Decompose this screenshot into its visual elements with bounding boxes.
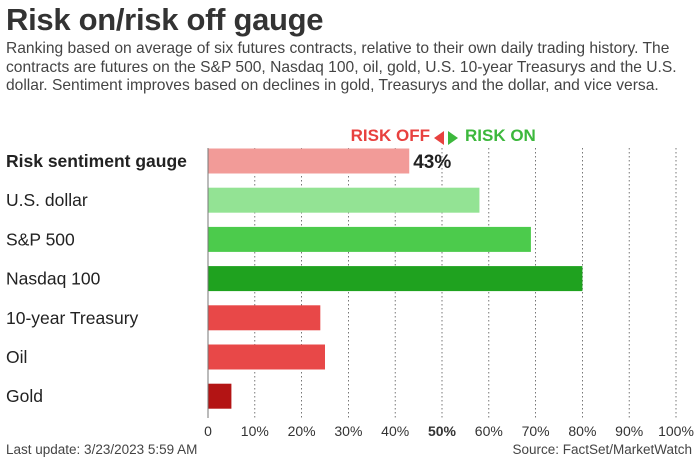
chart-subtitle: Ranking based on average of six futures … [6, 40, 677, 95]
risk-on-arrow-icon [448, 131, 458, 145]
chart-title: Risk on/risk off gauge [6, 2, 324, 37]
category-label: Risk sentiment gauge [6, 151, 187, 171]
x-tick-label: 30% [334, 423, 362, 439]
last-update: Last update: 3/23/2023 5:59 AM [6, 442, 198, 457]
x-tick-label: 60% [475, 423, 503, 439]
value-label: 43% [413, 152, 451, 173]
x-tick-label: 80% [568, 423, 596, 439]
bar [208, 305, 321, 331]
category-label: Gold [6, 386, 43, 406]
x-tick-label: 100% [658, 423, 694, 439]
bar [208, 187, 480, 213]
category-label: Oil [6, 347, 27, 367]
bar [208, 344, 325, 370]
category-label: S&P 500 [6, 229, 75, 249]
x-tick-label: 10% [241, 423, 269, 439]
category-label: 10-year Treasury [6, 308, 139, 328]
x-tick-label: 90% [615, 423, 643, 439]
x-tick-label: 70% [522, 423, 550, 439]
risk-on-label: RISK ON [465, 126, 536, 145]
x-tick-label: 0 [204, 423, 212, 439]
x-tick-label: 20% [288, 423, 316, 439]
risk-off-arrow-icon [434, 131, 444, 145]
x-tick-label: 50% [428, 423, 457, 439]
category-label: Nasdaq 100 [6, 269, 101, 289]
risk-off-label: RISK OFF [350, 126, 430, 145]
risk-legend: RISK OFF RISK ON [208, 126, 684, 148]
category-label: U.S. dollar [6, 190, 88, 210]
source-credit: Source: FactSet/MarketWatch [512, 442, 692, 457]
bar [208, 148, 410, 174]
bar [208, 226, 531, 252]
bar [208, 266, 583, 292]
risk-arrows [434, 131, 458, 145]
bar [208, 383, 232, 409]
x-tick-label: 40% [381, 423, 409, 439]
